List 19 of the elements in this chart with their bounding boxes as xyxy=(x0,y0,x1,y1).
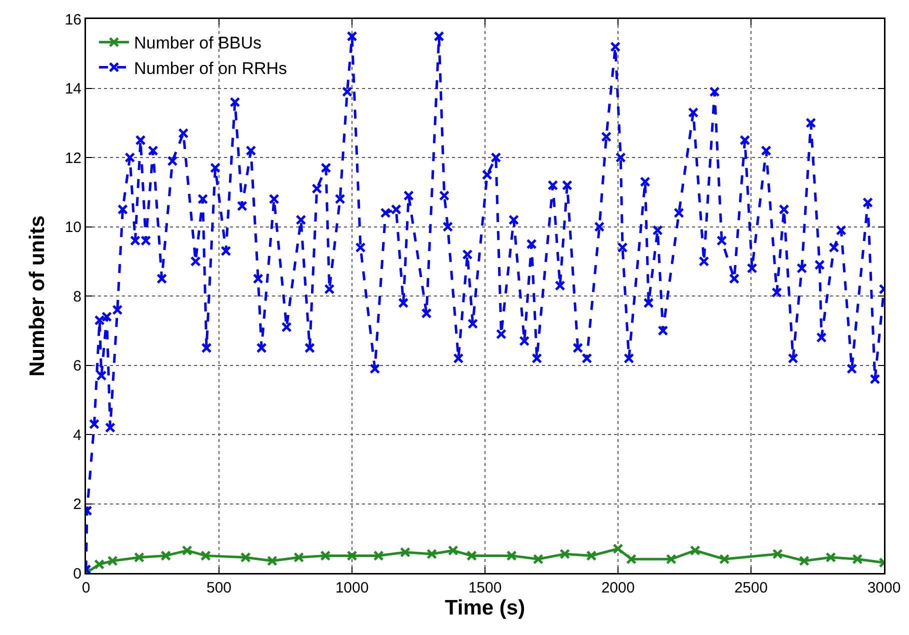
x-tick-label: 3000 xyxy=(867,580,901,596)
x-tick-label: 500 xyxy=(206,580,232,596)
y-tick-label: 6 xyxy=(73,358,82,374)
y-tick-label: 0 xyxy=(73,565,82,582)
legend-label: Number of BBUs xyxy=(134,34,262,53)
y-tick-label: 14 xyxy=(64,80,82,98)
x-tick-label: 2500 xyxy=(734,580,768,596)
y-axis-title: Number of units xyxy=(26,216,50,376)
y-tick-label: 4 xyxy=(73,426,82,444)
x-tick-label: 1500 xyxy=(468,580,502,596)
y-tick-label: 12 xyxy=(64,150,82,167)
y-tick-label: 10 xyxy=(64,219,82,236)
legend-label: Number of on RRHs xyxy=(134,58,288,78)
y-tick-label: 8 xyxy=(73,288,82,306)
x-axis-title: Time (s) xyxy=(444,596,526,620)
x-tick-label: 2000 xyxy=(601,580,635,596)
y-tick-label: 2 xyxy=(73,496,82,513)
x-tick-label: 1000 xyxy=(335,580,369,596)
y-tick-label: 16 xyxy=(64,11,82,28)
